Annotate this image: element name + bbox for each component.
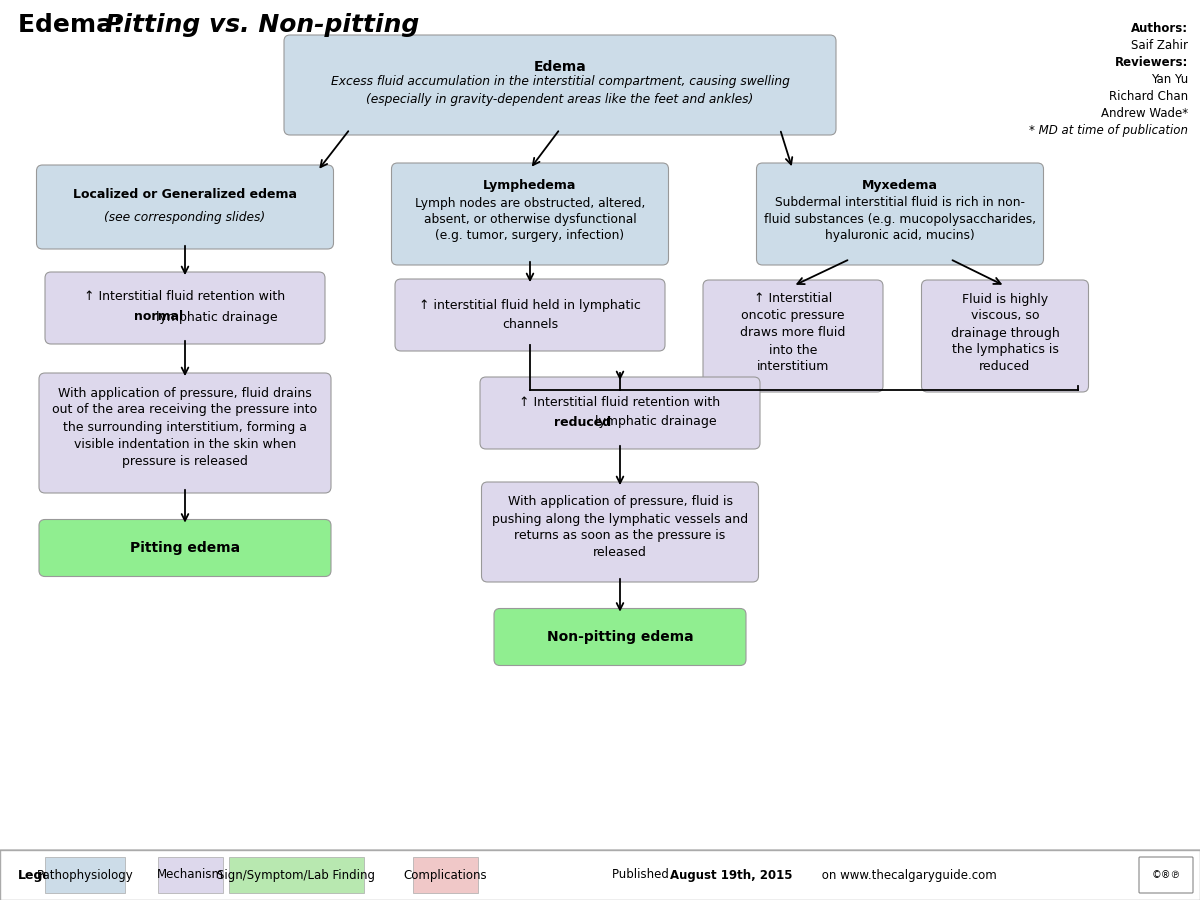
Text: Edema:: Edema: <box>18 13 132 37</box>
FancyBboxPatch shape <box>46 857 125 893</box>
Text: Yan Yu: Yan Yu <box>1151 73 1188 86</box>
FancyBboxPatch shape <box>922 280 1088 392</box>
Text: ↑ interstitial fluid held in lymphatic: ↑ interstitial fluid held in lymphatic <box>419 299 641 311</box>
Text: into the: into the <box>769 344 817 356</box>
Text: Reviewers:: Reviewers: <box>1115 56 1188 69</box>
Text: Legend:: Legend: <box>18 868 74 881</box>
Text: Saif Zahir: Saif Zahir <box>1132 39 1188 52</box>
FancyBboxPatch shape <box>36 165 334 249</box>
Text: Fluid is highly: Fluid is highly <box>962 292 1048 305</box>
Text: reduced: reduced <box>554 416 612 428</box>
Text: With application of pressure, fluid drains: With application of pressure, fluid drai… <box>58 386 312 400</box>
Text: Non-pitting edema: Non-pitting edema <box>547 630 694 644</box>
Text: ©®℗: ©®℗ <box>1151 870 1181 880</box>
Text: (see corresponding slides): (see corresponding slides) <box>104 211 265 223</box>
FancyBboxPatch shape <box>756 163 1044 265</box>
FancyBboxPatch shape <box>284 35 836 135</box>
Text: channels: channels <box>502 319 558 331</box>
Text: oncotic pressure: oncotic pressure <box>742 310 845 322</box>
Text: Pitting edema: Pitting edema <box>130 541 240 555</box>
Text: lymphatic drainage: lymphatic drainage <box>595 416 716 428</box>
Text: hyaluronic acid, mucins): hyaluronic acid, mucins) <box>826 229 974 241</box>
Text: drainage through: drainage through <box>950 327 1060 339</box>
Text: (especially in gravity-dependent areas like the feet and ankles): (especially in gravity-dependent areas l… <box>366 93 754 105</box>
Text: normal: normal <box>134 310 184 323</box>
Text: With application of pressure, fluid is: With application of pressure, fluid is <box>508 496 732 508</box>
Text: absent, or otherwise dysfunctional: absent, or otherwise dysfunctional <box>424 212 636 226</box>
Text: visible indentation in the skin when: visible indentation in the skin when <box>74 437 296 451</box>
FancyBboxPatch shape <box>703 280 883 392</box>
Text: Pathophysiology: Pathophysiology <box>37 868 133 881</box>
FancyBboxPatch shape <box>157 857 222 893</box>
Text: interstitium: interstitium <box>757 361 829 374</box>
Text: pushing along the lymphatic vessels and: pushing along the lymphatic vessels and <box>492 512 748 526</box>
FancyBboxPatch shape <box>38 373 331 493</box>
Text: reduced: reduced <box>979 361 1031 374</box>
FancyBboxPatch shape <box>46 272 325 344</box>
Text: the lymphatics is: the lymphatics is <box>952 344 1058 356</box>
Text: Edema: Edema <box>534 60 587 74</box>
Text: the surrounding interstitium, forming a: the surrounding interstitium, forming a <box>64 420 307 434</box>
FancyBboxPatch shape <box>1139 857 1193 893</box>
FancyBboxPatch shape <box>38 519 331 577</box>
Text: Andrew Wade*: Andrew Wade* <box>1100 107 1188 120</box>
Text: Mechanism: Mechanism <box>156 868 223 881</box>
Text: draws more fluid: draws more fluid <box>740 327 846 339</box>
Text: Subdermal interstitial fluid is rich in non-: Subdermal interstitial fluid is rich in … <box>775 196 1025 210</box>
FancyBboxPatch shape <box>480 377 760 449</box>
FancyBboxPatch shape <box>395 279 665 351</box>
Text: pressure is released: pressure is released <box>122 454 248 467</box>
FancyBboxPatch shape <box>494 608 746 665</box>
Text: returns as soon as the pressure is: returns as soon as the pressure is <box>515 529 726 543</box>
Text: Complications: Complications <box>403 868 487 881</box>
Text: viscous, so: viscous, so <box>971 310 1039 322</box>
Text: ↑ Interstitial: ↑ Interstitial <box>754 292 832 305</box>
Text: Pitting vs. Non-pitting: Pitting vs. Non-pitting <box>106 13 419 37</box>
Text: Authors:: Authors: <box>1130 22 1188 35</box>
Text: August 19th, 2015: August 19th, 2015 <box>670 868 792 881</box>
FancyBboxPatch shape <box>228 857 364 893</box>
FancyBboxPatch shape <box>413 857 478 893</box>
Text: on www.thecalgaryguide.com: on www.thecalgaryguide.com <box>818 868 997 881</box>
Text: Lymphedema: Lymphedema <box>484 179 577 193</box>
Text: Published: Published <box>612 868 673 881</box>
Text: * MD at time of publication: * MD at time of publication <box>1030 124 1188 137</box>
Text: Sign/Symptom/Lab Finding: Sign/Symptom/Lab Finding <box>217 868 374 881</box>
Text: Excess fluid accumulation in the interstitial compartment, causing swelling: Excess fluid accumulation in the interst… <box>330 76 790 88</box>
FancyBboxPatch shape <box>0 850 1200 900</box>
FancyBboxPatch shape <box>481 482 758 582</box>
Text: fluid substances (e.g. mucopolysaccharides,: fluid substances (e.g. mucopolysaccharid… <box>764 212 1036 226</box>
Text: Myxedema: Myxedema <box>862 179 938 193</box>
Text: Richard Chan: Richard Chan <box>1109 90 1188 103</box>
Text: ↑ Interstitial fluid retention with: ↑ Interstitial fluid retention with <box>84 291 286 303</box>
Text: ↑ Interstitial fluid retention with: ↑ Interstitial fluid retention with <box>520 395 720 409</box>
Text: Lymph nodes are obstructed, altered,: Lymph nodes are obstructed, altered, <box>415 196 646 210</box>
Text: Localized or Generalized edema: Localized or Generalized edema <box>73 188 298 202</box>
Text: (e.g. tumor, surgery, infection): (e.g. tumor, surgery, infection) <box>436 229 624 241</box>
Text: out of the area receiving the pressure into: out of the area receiving the pressure i… <box>53 403 318 417</box>
Text: lymphatic drainage: lymphatic drainage <box>156 310 278 323</box>
Text: released: released <box>593 546 647 560</box>
FancyBboxPatch shape <box>391 163 668 265</box>
